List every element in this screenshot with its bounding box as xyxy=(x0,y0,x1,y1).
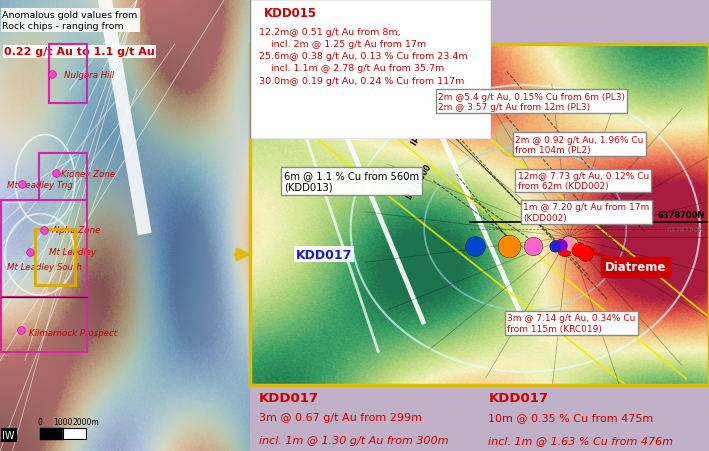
Text: 12m@ 7.73 g/t Au, 0.12% Cu
from 62m (KDD002): 12m@ 7.73 g/t Au, 0.12% Cu from 62m (KDD… xyxy=(518,171,649,191)
Text: Nulgara Hill: Nulgara Hill xyxy=(64,71,114,80)
Text: 1000: 1000 xyxy=(53,417,73,426)
Bar xyxy=(39,153,86,201)
Text: 6378700N: 6378700N xyxy=(657,211,705,220)
Text: KDD017: KDD017 xyxy=(259,391,319,404)
Text: 6378750N: 6378750N xyxy=(666,226,705,232)
Text: Kidney Zone: Kidney Zone xyxy=(61,170,115,179)
Text: Kilmarnock Prospect: Kilmarnock Prospect xyxy=(28,328,117,337)
Text: 2000m: 2000m xyxy=(73,417,99,426)
Text: Diatreme: Diatreme xyxy=(605,261,666,274)
Text: 2m @ 0.92 g/t Au, 1.96% Cu
from 104m (PL2): 2m @ 0.92 g/t Au, 1.96% Cu from 104m (PL… xyxy=(515,135,644,155)
Ellipse shape xyxy=(496,124,522,157)
Text: Mt Leadley: Mt Leadley xyxy=(49,247,96,256)
Text: 1m @ 7.20 g/t Au from 17m
(KDD002): 1m @ 7.20 g/t Au from 17m (KDD002) xyxy=(523,203,649,222)
Text: 12.2m@ 0.51 g/t Au from 8m,
    incl. 2m @ 1.25 g/t Au from 17m
25.6m@ 0.38 g/t : 12.2m@ 0.51 g/t Au from 8m, incl. 2m @ 1… xyxy=(259,28,468,85)
Text: IW: IW xyxy=(3,430,15,440)
Text: 3m @ 0.67 g/t Au from 299m: 3m @ 0.67 g/t Au from 299m xyxy=(259,412,422,422)
Text: IPL10800: IPL10800 xyxy=(404,162,433,201)
Text: 2m @5.4 g/t Au, 0.15% Cu from 6m (PL3)
2m @ 3.57 g/t Au from 12m (PL3): 2m @5.4 g/t Au, 0.15% Cu from 6m (PL3) 2… xyxy=(438,92,625,112)
Text: incl. 1m @ 1.30 g/t Au from 300m: incl. 1m @ 1.30 g/t Au from 300m xyxy=(259,435,448,445)
Text: 6m @ 1.1 % Cu from 560m
(KDD013): 6m @ 1.1 % Cu from 560m (KDD013) xyxy=(284,170,419,192)
Text: incl. 1m @ 1.63 % Cu from 476m: incl. 1m @ 1.63 % Cu from 476m xyxy=(489,435,674,445)
Text: Mt Leadley Trig: Mt Leadley Trig xyxy=(8,180,73,189)
Text: KDD017: KDD017 xyxy=(296,248,352,261)
Text: KDD015: KDD015 xyxy=(264,7,317,20)
Text: Anomalous gold values from
Rock chips - ranging from: Anomalous gold values from Rock chips - … xyxy=(3,11,138,31)
Text: KDD017: KDD017 xyxy=(489,391,549,404)
Text: IP L11000: IP L11000 xyxy=(410,106,440,147)
Bar xyxy=(49,45,86,104)
Text: 3m @ 7.14 g/t Au, 0.34% Cu
from 115m (KRC019): 3m @ 7.14 g/t Au, 0.34% Cu from 115m (KR… xyxy=(507,313,635,333)
Text: 0: 0 xyxy=(38,417,43,426)
Text: 10m @ 0.35 % Cu from 475m: 10m @ 0.35 % Cu from 475m xyxy=(489,412,654,422)
Bar xyxy=(35,229,75,285)
Bar xyxy=(1,298,86,352)
Text: IP L11200: IP L11200 xyxy=(464,99,494,140)
Text: Alpha Zone: Alpha Zone xyxy=(51,226,100,235)
Text: Mt Leadley South: Mt Leadley South xyxy=(8,262,82,272)
Bar xyxy=(1,201,86,298)
Text: 0.22 g/t Au to 1.1 g/t Au: 0.22 g/t Au to 1.1 g/t Au xyxy=(4,47,155,57)
